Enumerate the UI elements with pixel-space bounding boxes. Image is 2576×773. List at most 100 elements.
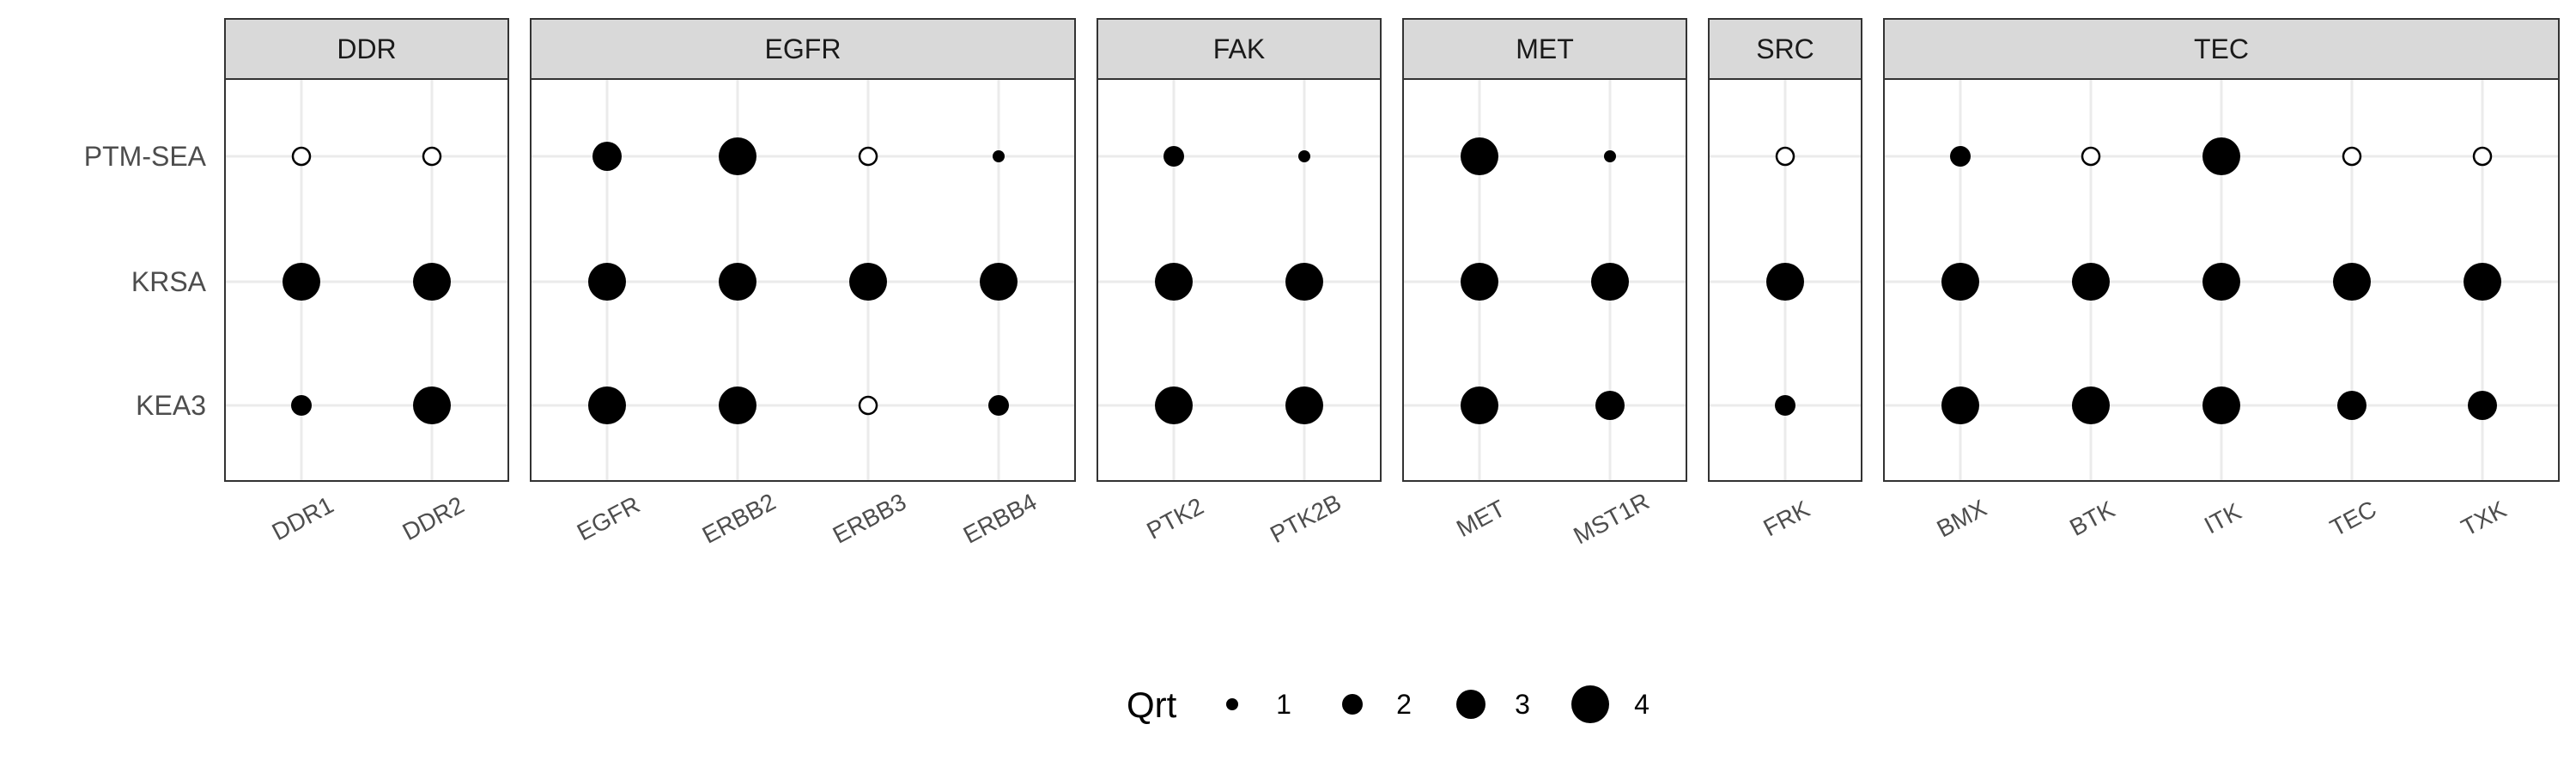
point-erbb3-krsa bbox=[849, 263, 887, 301]
point-ptk2b-ptm-sea bbox=[1298, 150, 1310, 162]
legend-label-4: 4 bbox=[1634, 689, 1649, 720]
x-tick-label: DDR1 bbox=[268, 491, 338, 545]
facet-strip-label: MET bbox=[1516, 33, 1574, 64]
point-met-ptm-sea bbox=[1461, 137, 1498, 175]
point-ptk2-ptm-sea bbox=[1163, 146, 1184, 167]
point-ddr2-krsa bbox=[413, 263, 451, 301]
legend-label-3: 3 bbox=[1515, 689, 1530, 720]
facet-panel-bg bbox=[1097, 79, 1381, 481]
x-tick-label: ERBB4 bbox=[959, 488, 1042, 548]
point-btk-krsa bbox=[2072, 263, 2110, 301]
point-tec-ptm-sea bbox=[2342, 146, 2362, 167]
point-met-kea3 bbox=[1461, 386, 1498, 424]
point-erbb2-kea3 bbox=[719, 386, 756, 424]
x-tick-label: PTK2 bbox=[1142, 492, 1207, 544]
legend-label-2: 2 bbox=[1396, 689, 1412, 720]
facet-strip bbox=[1402, 18, 1687, 80]
facet-tec: TEC BMX BTK ITK TEC TXK bbox=[1883, 18, 2560, 543]
legend: Qrt 1 2 3 4 bbox=[1127, 685, 1649, 725]
point-txk-kea3 bbox=[2468, 391, 2497, 420]
x-tick-label: EGFR bbox=[573, 491, 644, 546]
facet-strip-label: EGFR bbox=[765, 33, 841, 64]
y-tick-label-krsa: KRSA bbox=[131, 266, 207, 297]
facet-strip-label: DDR bbox=[337, 33, 396, 64]
point-btk-kea3 bbox=[2072, 386, 2110, 424]
facet-panel-border bbox=[224, 78, 509, 482]
x-tick-label: TXK bbox=[2457, 496, 2511, 541]
facet-panels: DDR DDR1 DDR2 EGFR EGFR ERBB2 ERBB3 ERBB4 FAK PTK… bbox=[224, 18, 2560, 550]
point-btk-ptm-sea bbox=[2081, 146, 2101, 167]
point-ddr1-kea3 bbox=[291, 395, 312, 416]
point-erbb3-ptm-sea bbox=[858, 146, 878, 167]
point-ddr2-ptm-sea bbox=[422, 146, 442, 167]
point-tec-kea3 bbox=[2337, 391, 2366, 420]
point-ddr2-kea3 bbox=[413, 386, 451, 424]
point-mst1r-kea3 bbox=[1595, 391, 1625, 420]
facet-strip bbox=[1883, 18, 2560, 80]
point-erbb3-kea3 bbox=[858, 395, 878, 416]
facet-panel-border bbox=[1708, 78, 1862, 482]
x-tick-label: TEC bbox=[2326, 496, 2381, 542]
legend-key-3 bbox=[1456, 690, 1485, 719]
point-ddr1-krsa bbox=[283, 263, 320, 301]
point-ptk2b-kea3 bbox=[1285, 386, 1323, 424]
point-txk-krsa bbox=[2464, 263, 2501, 301]
point-itk-krsa bbox=[2202, 263, 2240, 301]
facet-fak: FAK PTK2 PTK2B bbox=[1097, 18, 1382, 548]
x-tick-label: PTK2B bbox=[1266, 489, 1346, 548]
point-itk-ptm-sea bbox=[2202, 137, 2240, 175]
point-ddr1-ptm-sea bbox=[291, 146, 312, 167]
x-tick-label: ERBB3 bbox=[829, 488, 911, 548]
x-tick-label: ITK bbox=[2200, 498, 2245, 539]
point-txk-ptm-sea bbox=[2472, 146, 2493, 167]
facet-strip-label: FAK bbox=[1213, 33, 1265, 64]
facet-panel-border bbox=[1097, 78, 1382, 482]
point-erbb2-krsa bbox=[719, 263, 756, 301]
point-frk-kea3 bbox=[1775, 395, 1795, 416]
point-mst1r-krsa bbox=[1591, 263, 1629, 301]
facet-strip-label: SRC bbox=[1756, 33, 1814, 64]
legend-key-1 bbox=[1226, 698, 1238, 710]
legend-title: Qrt bbox=[1127, 685, 1177, 725]
point-egfr-krsa bbox=[588, 263, 626, 301]
facet-panel-bg bbox=[1403, 79, 1686, 481]
point-bmx-kea3 bbox=[1941, 386, 1979, 424]
point-frk-ptm-sea bbox=[1775, 146, 1795, 167]
facet-panel-border bbox=[1883, 78, 2560, 482]
facet-panel-bg bbox=[225, 79, 508, 481]
point-ptk2b-krsa bbox=[1285, 263, 1323, 301]
facet-strip-label: TEC bbox=[2194, 33, 2249, 64]
y-tick-label-ptm-sea: PTM-SEA bbox=[84, 141, 207, 172]
legend-key-4 bbox=[1571, 685, 1609, 723]
point-egfr-kea3 bbox=[588, 386, 626, 424]
facet-strip bbox=[1708, 18, 1862, 80]
facet-met: MET MET MST1R bbox=[1402, 18, 1687, 550]
point-bmx-ptm-sea bbox=[1950, 146, 1971, 167]
x-tick-label: MST1R bbox=[1569, 488, 1653, 550]
facet-strip bbox=[224, 18, 509, 80]
x-tick-label: BMX bbox=[1932, 495, 1990, 543]
x-tick-label: ERBB2 bbox=[698, 488, 781, 548]
point-tec-krsa bbox=[2333, 263, 2371, 301]
point-frk-krsa bbox=[1766, 263, 1804, 301]
point-erbb4-krsa bbox=[980, 263, 1018, 301]
x-tick-label: DDR2 bbox=[398, 491, 469, 545]
point-erbb4-ptm-sea bbox=[993, 150, 1005, 162]
point-bmx-krsa bbox=[1941, 263, 1979, 301]
point-met-krsa bbox=[1461, 263, 1498, 301]
y-tick-label-kea3: KEA3 bbox=[136, 390, 206, 421]
point-itk-kea3 bbox=[2202, 386, 2240, 424]
point-egfr-ptm-sea bbox=[592, 142, 622, 171]
legend-label-1: 1 bbox=[1276, 689, 1291, 720]
facet-strip bbox=[530, 18, 1076, 80]
point-erbb2-ptm-sea bbox=[719, 137, 756, 175]
x-tick-label: MET bbox=[1452, 495, 1510, 542]
legend-key-2 bbox=[1342, 694, 1363, 715]
facet-src: SRC FRK bbox=[1708, 18, 1862, 541]
y-axis: PTM-SEA KRSA KEA3 bbox=[84, 141, 207, 421]
x-tick-label: BTK bbox=[2065, 496, 2119, 541]
point-mst1r-ptm-sea bbox=[1604, 150, 1616, 162]
point-erbb4-kea3 bbox=[988, 395, 1009, 416]
facet-panel-border bbox=[530, 78, 1076, 482]
